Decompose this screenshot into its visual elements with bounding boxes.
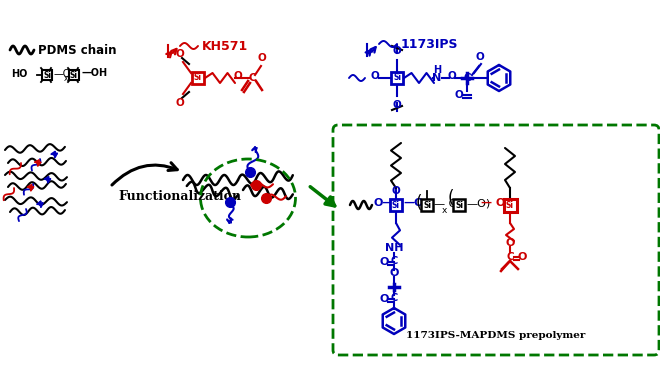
FancyBboxPatch shape	[192, 72, 204, 84]
Text: O: O	[393, 100, 401, 110]
Text: O: O	[379, 294, 389, 304]
Text: Functionalization: Functionalization	[118, 190, 241, 203]
Text: O: O	[257, 53, 267, 63]
Text: O: O	[176, 98, 184, 108]
Text: — O: — O	[481, 198, 506, 208]
FancyBboxPatch shape	[421, 199, 433, 211]
Text: O: O	[393, 46, 401, 56]
Text: O: O	[234, 71, 242, 81]
Text: —OH: —OH	[81, 68, 107, 78]
Text: —O): —O)	[466, 198, 490, 208]
FancyBboxPatch shape	[504, 199, 517, 211]
Text: O: O	[371, 71, 379, 81]
Text: Si: Si	[423, 200, 431, 210]
Text: N: N	[432, 73, 442, 83]
Text: O: O	[455, 90, 463, 100]
Text: O: O	[517, 252, 527, 262]
Text: O: O	[476, 52, 484, 62]
Text: KH571: KH571	[202, 39, 248, 53]
Text: Si: Si	[70, 70, 78, 80]
Text: NH: NH	[385, 243, 403, 253]
FancyBboxPatch shape	[453, 199, 465, 211]
Text: O: O	[379, 257, 389, 267]
Text: Si: Si	[506, 200, 514, 210]
Text: Si: Si	[393, 73, 401, 82]
Text: C: C	[390, 293, 397, 303]
Text: Si: Si	[194, 73, 202, 82]
Text: H: H	[433, 65, 441, 75]
FancyBboxPatch shape	[391, 72, 403, 84]
FancyBboxPatch shape	[42, 70, 52, 80]
Text: C: C	[506, 252, 514, 262]
Text: O: O	[447, 71, 456, 81]
Text: O: O	[506, 238, 515, 248]
Text: —O: —O	[403, 198, 424, 208]
Text: Si: Si	[392, 200, 400, 210]
Text: C: C	[463, 73, 471, 83]
FancyBboxPatch shape	[390, 199, 402, 211]
Text: (: (	[416, 194, 422, 212]
Text: O: O	[391, 186, 401, 196]
Text: O: O	[389, 268, 399, 278]
FancyBboxPatch shape	[69, 70, 79, 80]
Text: HO: HO	[12, 69, 28, 79]
Text: x: x	[64, 74, 69, 83]
Text: C: C	[390, 256, 397, 266]
Text: PDMS chain: PDMS chain	[38, 43, 117, 57]
Text: Si: Si	[43, 70, 51, 80]
Text: 1173IPS: 1173IPS	[401, 38, 459, 50]
Text: —O): —O)	[54, 68, 75, 78]
Text: O—: O—	[373, 198, 393, 208]
Text: Si: Si	[455, 200, 463, 210]
Text: (: (	[448, 189, 454, 207]
Text: 1173IPS-MAPDMS prepolymer: 1173IPS-MAPDMS prepolymer	[407, 330, 585, 339]
Text: C: C	[248, 73, 256, 83]
Text: O: O	[176, 49, 184, 59]
Text: — O): — O)	[434, 198, 462, 208]
Text: x: x	[442, 206, 447, 215]
